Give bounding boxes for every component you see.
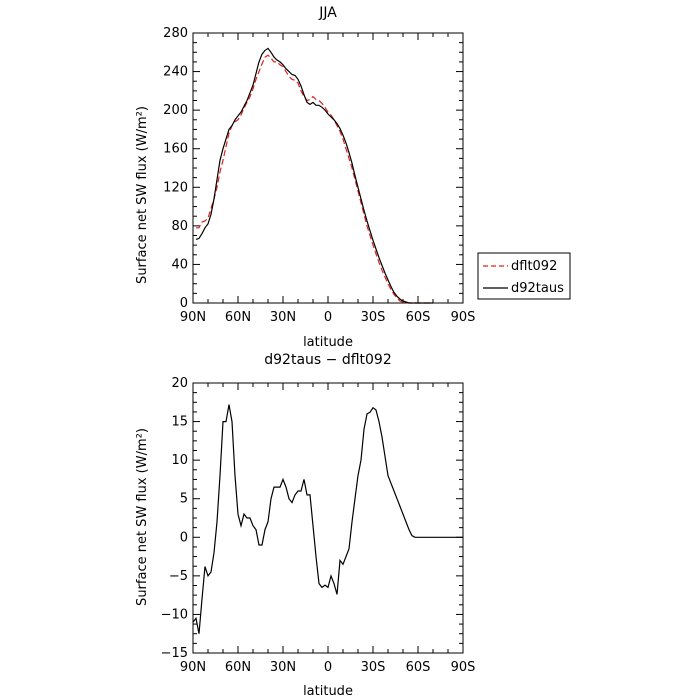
legend: dflt092 d92taus xyxy=(477,252,571,300)
top-y-tick-label: 120 xyxy=(163,180,188,195)
top-x-tick-label: 60S xyxy=(406,310,431,325)
bottom-x-tick-label: 60S xyxy=(406,660,431,675)
bottom-plot-area: 90N 60N 30N 0 30S 60S 90S −15 −10 −5 0 5 10 15 20 xyxy=(161,376,476,675)
bottom-panel: d92taus − dflt092 90N 60N 30N 0 30S 60S 90S −15… xyxy=(135,352,475,699)
legend-box xyxy=(477,252,571,300)
top-x-tick-label: 0 xyxy=(324,310,332,325)
top-x-tick-label: 30N xyxy=(270,310,296,325)
top-y-tick-label: 240 xyxy=(163,65,188,80)
bottom-chart-title: d92taus − dflt092 xyxy=(264,352,391,368)
top-y-tick-label: 280 xyxy=(163,26,188,41)
legend-label-dflt092: dflt092 xyxy=(511,259,557,274)
top-x-tick-label: 90S xyxy=(451,310,476,325)
top-y-tick-label: 200 xyxy=(163,103,188,118)
bottom-y-tick-label: 20 xyxy=(171,376,188,391)
bottom-plot-frame xyxy=(192,382,464,654)
top-x-tick-label: 60N xyxy=(225,310,251,325)
bottom-y-axis-label: Surface net SW flux (W/m²) xyxy=(135,428,150,606)
top-x-tick-label: 30S xyxy=(361,310,386,325)
bottom-y-tick-label: 5 xyxy=(180,492,188,507)
bottom-y-tick-label: 10 xyxy=(171,453,188,468)
top-y-axis-label: Surface net SW flux (W/m²) xyxy=(135,106,150,284)
bottom-x-tick-label: 90S xyxy=(451,660,476,675)
legend-label-d92taus: d92taus xyxy=(511,281,564,296)
bottom-x-axis-label: latitude xyxy=(303,684,353,699)
bottom-x-tick-label: 60N xyxy=(225,660,251,675)
bottom-series-line-series-0 xyxy=(192,404,463,634)
top-plot-frame xyxy=(192,32,464,304)
bottom-y-tick-label: 15 xyxy=(171,415,188,430)
top-chart-title: JJA xyxy=(318,5,337,21)
bottom-x-tick-label: 30N xyxy=(270,660,296,675)
top-y-tick-label: 80 xyxy=(171,219,188,234)
bottom-y-tick-label: 0 xyxy=(180,530,188,545)
top-plot-area: 90N 60N 30N 0 30S 60S 90S 0 40 80 120 160 200 240 280 xyxy=(163,26,475,325)
bottom-y-tick-label: −15 xyxy=(161,646,188,661)
bottom-y-tick-label: −10 xyxy=(161,607,188,622)
top-panel: JJA 90N 60N 30N 0 30S 60S 90S 0 40 80 120 160 200 240… xyxy=(135,5,571,350)
top-x-axis-label: latitude xyxy=(303,335,353,350)
top-y-tick-label: 160 xyxy=(163,142,188,157)
bottom-x-tick-label: 90N xyxy=(180,660,206,675)
top-y-tick-label: 0 xyxy=(180,296,188,311)
bottom-x-tick-label: 0 xyxy=(324,660,332,675)
bottom-x-tick-label: 30S xyxy=(361,660,386,675)
top-series-line-dflt092 xyxy=(196,54,433,304)
top-y-tick-label: 40 xyxy=(171,257,188,272)
top-x-tick-label: 90N xyxy=(180,310,206,325)
top-series-line-d92taus xyxy=(195,47,433,304)
bottom-y-tick-label: −5 xyxy=(169,569,188,584)
